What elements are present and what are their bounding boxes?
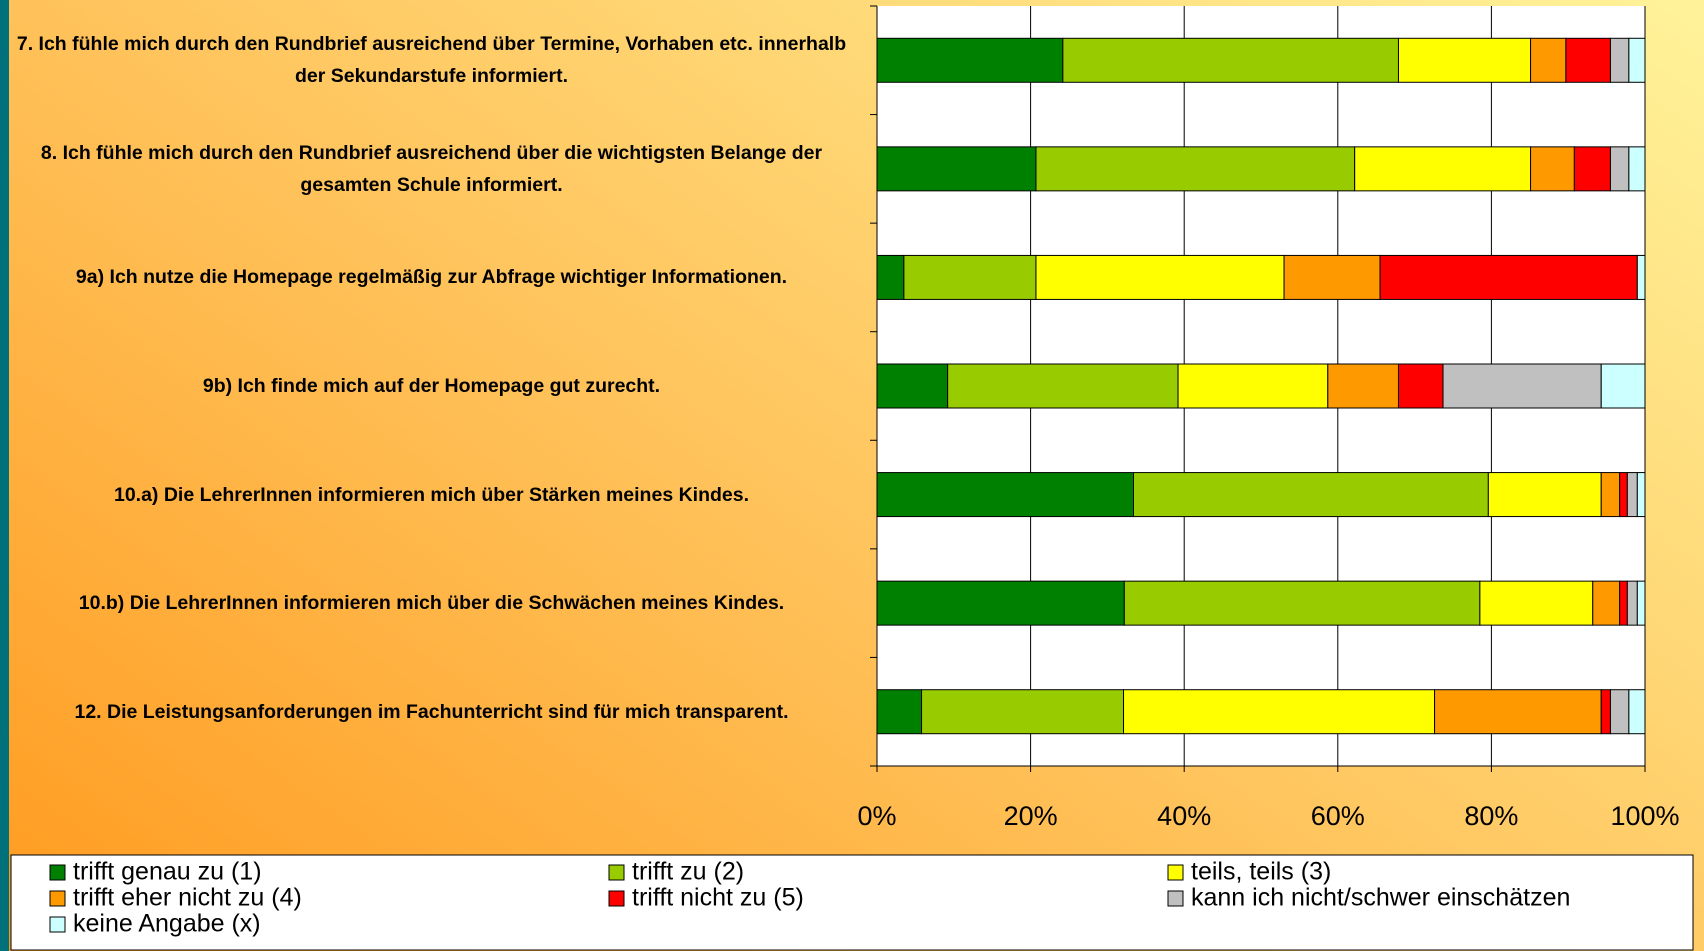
bar-segment [1397,363,1444,409]
bar-segment [1609,689,1630,735]
bar-segment [1354,146,1532,192]
x-tick-label: 60% [1311,801,1365,831]
x-tick-label: 20% [1004,801,1058,831]
side-strip [0,0,9,951]
bar-segment [1530,37,1567,83]
bar-segment [947,363,1179,409]
bar-segment [1600,689,1611,735]
bar-segment [1177,363,1329,409]
bar-segment [1573,146,1611,192]
legend-swatch [608,864,625,881]
bar-segment [876,37,1064,83]
bar-segment [1487,472,1602,518]
bar-segment [1628,37,1646,83]
bar-segment [1530,146,1575,192]
legend-swatch [49,864,66,881]
bar-segment [876,146,1037,192]
category-label: 7. Ich fühle mich durch den Rundbrief au… [16,33,847,88]
x-tick-label: 0% [857,801,896,831]
bar-segment [1479,580,1594,626]
legend-swatch [49,890,66,907]
bar-segment [1327,363,1399,409]
x-tick-label: 100% [1610,801,1679,831]
bar-segment [1397,37,1532,83]
category-label: 9a) Ich nutze die Homepage regelmäßig zu… [75,266,788,289]
legend-label: trifft eher nicht zu (4) [73,884,302,912]
category-label: 12. Die Leistungsanforderungen im Fachun… [74,700,789,723]
bar-segment [876,363,949,409]
category-label: 9b) Ich finde mich auf der Homepage gut … [202,375,661,397]
bar-segment [1434,689,1602,735]
bar-segment [1062,37,1399,83]
bar-segment [876,472,1135,518]
legend-swatch [1167,890,1184,907]
bar-segment [876,254,905,300]
bar-segment [921,689,1125,735]
legend-swatch [49,916,66,933]
bar-segment [1636,580,1646,626]
bar-segment [1628,689,1646,735]
bar-segment [1619,580,1628,626]
legend-label: kann ich nicht/schwer einschätzen [1191,884,1570,912]
x-tick-label: 80% [1464,801,1518,831]
bar-segment [876,689,923,735]
bar-segment [1636,254,1646,300]
bar-segment [1628,146,1646,192]
bar-segment [1600,363,1646,409]
bar-segment [1592,580,1621,626]
bar-segment [1442,363,1602,409]
category-label: 10.a) Die LehrerInnen informieren mich ü… [113,483,750,506]
legend-swatch [1167,864,1184,881]
bar-segment [1035,146,1356,192]
x-tick-label: 40% [1157,801,1211,831]
bar-segment [1123,580,1481,626]
legend-box [10,854,1694,951]
bar-segment [1609,146,1630,192]
bar-segment [1283,254,1381,300]
bar-segment [1626,472,1638,518]
bar-segment [1123,689,1436,735]
legend-swatch [608,890,625,907]
legend-label: trifft zu (2) [632,858,744,886]
bar-segment [1609,37,1630,83]
legend-label: trifft nicht zu (5) [632,884,804,912]
bar-segment [1133,472,1489,518]
bar-segment [1565,37,1611,83]
bar-segment [1626,580,1638,626]
category-label: 8. Ich fühle mich durch den Rundbrief au… [40,141,823,196]
bar-segment [1379,254,1638,300]
bar-segment [876,580,1125,626]
bar-segment [903,254,1037,300]
bar-segment [1035,254,1285,300]
bar-segment [1600,472,1621,518]
bar-segment [1636,472,1646,518]
category-label: 10.b) Die LehrerInnen informieren mich ü… [78,592,785,615]
legend-label: trifft genau zu (1) [73,858,262,886]
legend-label: teils, teils (3) [1191,858,1331,886]
legend-label: keine Angabe (x) [73,910,261,938]
bar-segment [1619,472,1628,518]
